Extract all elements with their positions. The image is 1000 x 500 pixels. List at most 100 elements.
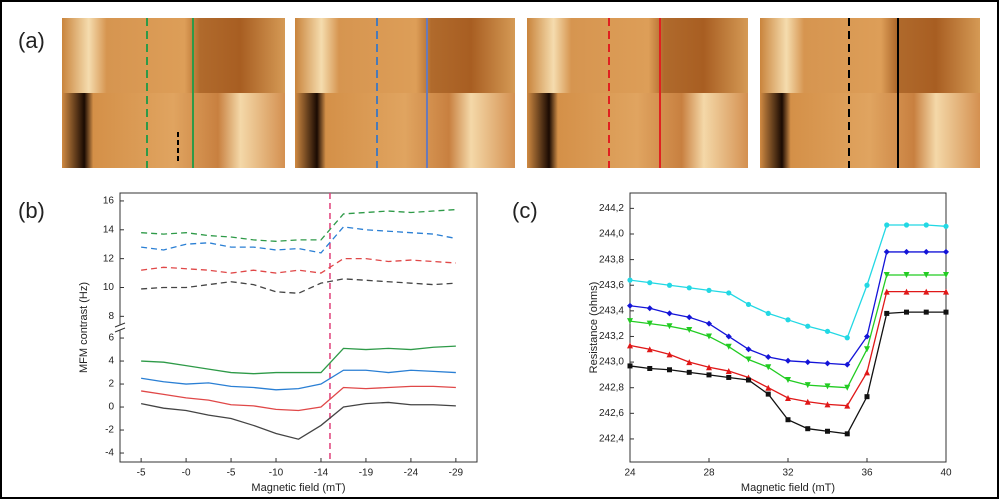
point xyxy=(706,287,712,293)
point xyxy=(627,318,633,325)
point xyxy=(726,374,732,380)
point xyxy=(785,394,791,401)
x-tick-label: 24 xyxy=(624,468,636,479)
point xyxy=(943,288,949,295)
point xyxy=(627,363,633,369)
point xyxy=(725,368,732,375)
point xyxy=(804,382,811,389)
point xyxy=(666,282,673,288)
point xyxy=(627,302,633,309)
x-tick-label: -14 xyxy=(314,468,329,479)
series-line xyxy=(141,385,456,412)
point xyxy=(706,364,712,371)
point xyxy=(844,384,851,391)
x-tick-label: -0 xyxy=(182,468,191,479)
point xyxy=(805,323,811,329)
series-line xyxy=(629,311,946,435)
point xyxy=(785,317,791,323)
y-tick-label: 244,0 xyxy=(599,229,624,240)
point xyxy=(884,310,890,316)
y-tick-label: 10 xyxy=(103,282,115,293)
point xyxy=(923,309,929,315)
point xyxy=(765,353,772,360)
x-tick-label: -10 xyxy=(269,468,284,479)
y-tick-label: 243,2 xyxy=(599,331,624,342)
y-tick-label: 16 xyxy=(103,196,115,207)
point xyxy=(746,377,751,383)
point xyxy=(923,288,930,295)
panel-label: (c) xyxy=(512,198,538,223)
x-axis-label: Magnetic field (mT) xyxy=(741,482,835,494)
x-tick-label: -24 xyxy=(404,468,419,479)
x-tick-label: 36 xyxy=(861,468,873,479)
series-line xyxy=(141,226,456,254)
y-tick-label: 244,2 xyxy=(599,203,624,214)
point xyxy=(765,310,771,317)
point xyxy=(686,327,693,334)
point xyxy=(686,314,693,321)
point xyxy=(785,417,791,423)
point xyxy=(844,361,851,368)
point xyxy=(765,364,772,371)
point xyxy=(864,333,870,340)
point xyxy=(627,342,633,349)
y-tick-label: -2 xyxy=(105,425,114,436)
point xyxy=(824,360,831,367)
point xyxy=(627,277,633,283)
point xyxy=(864,369,870,376)
point xyxy=(765,384,772,391)
point xyxy=(824,383,831,390)
point xyxy=(903,222,910,228)
series-line xyxy=(141,401,456,440)
point xyxy=(824,328,831,334)
point xyxy=(824,401,831,408)
point xyxy=(706,320,712,327)
point xyxy=(745,356,752,363)
point xyxy=(666,310,673,317)
point xyxy=(884,222,890,228)
y-tick-label: 14 xyxy=(103,224,115,235)
y-tick-label: 6 xyxy=(108,333,114,344)
y-axis-label: MFM contrast (Hz) xyxy=(78,282,90,373)
point xyxy=(883,288,890,295)
point xyxy=(943,309,949,315)
x-tick-label: -5 xyxy=(227,468,236,479)
y-tick-label: 242,4 xyxy=(599,434,624,445)
series-line xyxy=(141,257,456,274)
x-tick-label: -29 xyxy=(449,468,464,479)
x-tick-label: 28 xyxy=(703,468,715,479)
series-line xyxy=(629,290,946,407)
series-line xyxy=(141,278,456,294)
y-tick-label: 12 xyxy=(103,253,115,264)
y-tick-label: 243,6 xyxy=(599,280,624,291)
point xyxy=(647,365,653,371)
point xyxy=(923,248,930,255)
x-tick-label: 40 xyxy=(940,468,952,479)
y-tick-label: 243,0 xyxy=(599,357,624,368)
point xyxy=(943,271,949,278)
point xyxy=(864,282,870,288)
point xyxy=(706,333,712,340)
point xyxy=(864,394,870,400)
y-axis-label: Resistance (ohms) xyxy=(588,282,600,374)
mfm-image xyxy=(527,18,748,168)
mfm-image xyxy=(295,18,515,168)
point xyxy=(904,309,909,315)
axis-break-gap xyxy=(115,324,125,331)
point xyxy=(666,351,673,358)
mfm-image xyxy=(760,18,980,168)
point xyxy=(883,248,890,255)
point xyxy=(844,335,850,341)
point xyxy=(686,285,692,291)
x-axis-label: Magnetic field (mT) xyxy=(251,482,345,494)
point xyxy=(883,271,890,278)
y-tick-label: 8 xyxy=(108,311,114,322)
panel-label: (a) xyxy=(18,28,45,53)
point xyxy=(903,248,910,255)
axis-break xyxy=(114,322,126,328)
x-tick-label: -19 xyxy=(359,468,374,479)
panel-label: (b) xyxy=(18,198,45,223)
point xyxy=(864,346,870,353)
